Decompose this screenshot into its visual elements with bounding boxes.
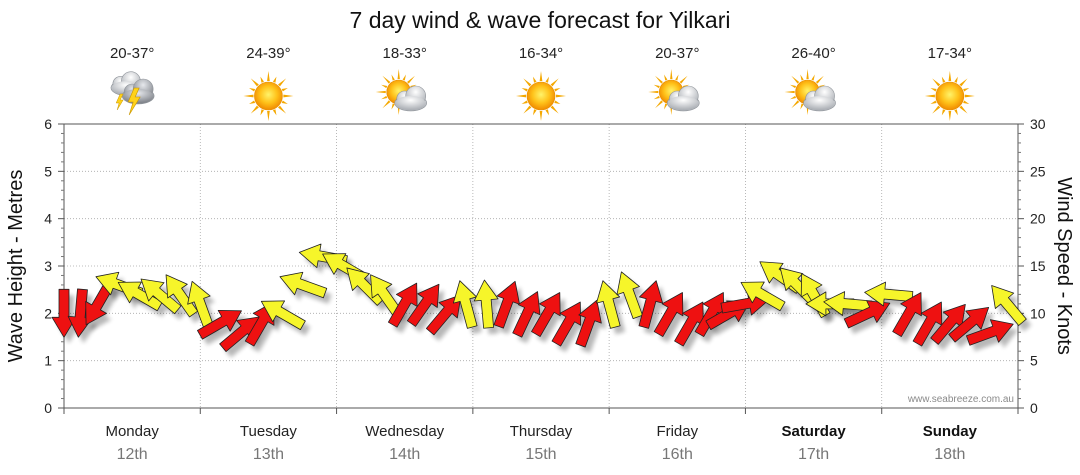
day-labels: Monday 12th Tuesday 13th Wednesday 14th Thursd… xyxy=(63,408,1019,463)
day-weather-thursday: 16-34° xyxy=(516,45,566,121)
day-weather-tuesday: 24-39° xyxy=(243,45,294,121)
left-tick-label: 6 xyxy=(44,116,52,132)
day-name-label: Sunday xyxy=(923,423,978,440)
temperature-range: 24-39° xyxy=(246,45,290,62)
left-tick-label: 3 xyxy=(44,258,52,274)
day-name-label: Monday xyxy=(105,423,159,440)
wind-arrow xyxy=(493,280,520,329)
temperature-range: 16-34° xyxy=(519,45,563,62)
wind-arrow xyxy=(531,292,561,337)
left-axis-label: Wave Height - Metres xyxy=(5,170,27,363)
day-weather-saturday: 26-40° xyxy=(784,45,836,115)
sun-icon xyxy=(243,71,294,121)
day-weather-wednesday: 18-33° xyxy=(375,45,428,115)
day-weather-friday: 20-37° xyxy=(648,45,700,115)
left-tick-label: 1 xyxy=(44,353,52,369)
wind-arrow xyxy=(653,292,684,337)
wind-arrow xyxy=(616,271,643,320)
right-tick-label: 25 xyxy=(1030,163,1046,179)
wind-arrow xyxy=(406,283,440,327)
day-date-label: 17th xyxy=(798,446,829,463)
right-axis-ticks: 0 5 10 15 20 25 30 xyxy=(1018,116,1046,416)
wind-arrow xyxy=(930,304,966,345)
wind-arrow xyxy=(843,300,891,329)
right-tick-label: 30 xyxy=(1030,116,1046,132)
wind-arrow xyxy=(912,301,943,347)
sun-icon xyxy=(924,71,975,121)
day-date-label: 15th xyxy=(525,446,556,463)
temperature-range: 20-37° xyxy=(110,45,154,62)
wind-arrow xyxy=(260,300,306,331)
day-name-label: Friday xyxy=(656,423,698,440)
chart-title: 7 day wind & wave forecast for Yilkari xyxy=(350,7,731,33)
daily-weather-row: 20-37° 24-39° 18-33° 16-34° 20-37° 26-40° 17-3… xyxy=(110,45,975,121)
wind-arrow xyxy=(140,278,182,315)
day-weather-monday: 20-37° xyxy=(110,45,155,116)
day-date-label: 12th xyxy=(117,446,148,463)
wind-arrow xyxy=(966,319,1014,346)
day-name-label: Saturday xyxy=(781,423,846,440)
right-tick-label: 5 xyxy=(1030,353,1038,369)
left-tick-label: 4 xyxy=(44,211,52,227)
left-axis-ticks: 0 1 2 3 4 5 6 xyxy=(44,116,64,416)
sun-cloud-icon xyxy=(648,69,700,115)
day-date-label: 18th xyxy=(934,446,965,463)
day-name-label: Tuesday xyxy=(240,423,297,440)
temperature-range: 18-33° xyxy=(383,45,427,62)
wind-arrow xyxy=(452,280,478,329)
left-tick-label: 0 xyxy=(44,400,52,416)
wind-arrow xyxy=(197,310,242,340)
wind-arrow xyxy=(575,299,602,348)
wind-arrow xyxy=(892,292,922,337)
wind-arrow xyxy=(740,281,786,312)
right-tick-label: 0 xyxy=(1030,400,1038,416)
sun-cloud-icon xyxy=(375,69,428,115)
wind-arrows xyxy=(51,243,1027,352)
day-date-label: 13th xyxy=(253,446,284,463)
wind-arrow-shadow xyxy=(849,306,895,334)
wind-arrow xyxy=(948,306,990,343)
wind-arrow xyxy=(991,285,1027,326)
grid xyxy=(64,124,1018,408)
right-tick-label: 10 xyxy=(1030,305,1046,321)
wind-arrow xyxy=(165,274,199,318)
sun-icon xyxy=(516,71,566,121)
day-weather-sunday: 17-34° xyxy=(924,45,975,121)
wind-arrow-shadow xyxy=(90,286,120,331)
temperature-range: 20-37° xyxy=(655,45,699,62)
wind-arrow xyxy=(387,282,418,328)
wind-arrow xyxy=(473,279,499,329)
wind-arrow xyxy=(674,301,704,347)
wind-arrow-shadow xyxy=(202,316,247,346)
wind-arrow xyxy=(425,294,462,336)
day-date-label: 14th xyxy=(389,446,420,463)
storm-icon xyxy=(110,71,155,116)
left-tick-label: 5 xyxy=(44,163,52,179)
wind-arrow xyxy=(279,271,328,299)
wind-arrow xyxy=(864,281,914,307)
left-tick-label: 2 xyxy=(44,305,52,321)
temperature-range: 26-40° xyxy=(791,45,835,62)
credit-text: www.seabreeze.com.au xyxy=(907,394,1014,405)
day-name-label: Wednesday xyxy=(365,423,444,440)
day-date-label: 16th xyxy=(662,446,693,463)
wind-arrow xyxy=(596,280,621,329)
right-axis-label: Wind Speed - Knots xyxy=(1053,177,1075,355)
temperature-range: 17-34° xyxy=(928,45,972,62)
right-tick-label: 15 xyxy=(1030,258,1046,274)
wind-arrow xyxy=(638,280,664,329)
wind-arrow xyxy=(187,280,214,329)
day-name-label: Thursday xyxy=(510,423,573,440)
sun-cloud-icon xyxy=(784,69,836,115)
wind-arrow xyxy=(512,291,541,338)
right-tick-label: 20 xyxy=(1030,211,1046,227)
